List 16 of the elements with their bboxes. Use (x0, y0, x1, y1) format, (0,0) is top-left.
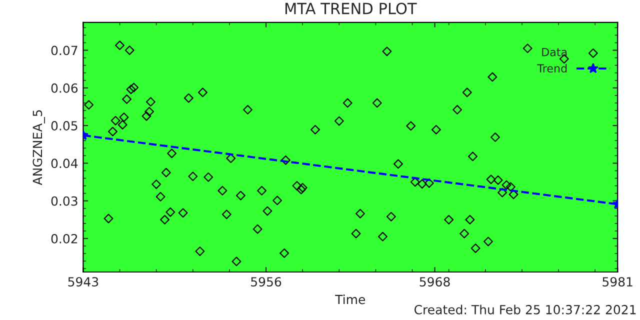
y-tick-label: 0.04 (51, 158, 78, 168)
x-tick-label: 5956 (251, 277, 282, 287)
y-tick-label: 0.03 (51, 196, 78, 206)
y-tick-label: 0.05 (51, 121, 78, 130)
x-axis-title: Time (335, 294, 366, 304)
y-tick-label: 0.06 (51, 83, 78, 93)
y-axis-title: ANGZNEA_5 (32, 110, 45, 186)
chart-title: MTA TREND PLOT (285, 2, 417, 14)
legend-label: Data (542, 48, 567, 56)
x-tick-label: 5943 (68, 277, 98, 287)
text: Created: Thu Feb 25 10:37:22 2021 (414, 304, 636, 314)
y-tick-label: 0.02 (51, 234, 78, 244)
x-tick-label: 5981 (602, 277, 632, 287)
y-tick-label: 0.07 (51, 46, 78, 56)
legend-label: Trend (537, 64, 567, 73)
x-tick-label: 5968 (420, 277, 450, 287)
